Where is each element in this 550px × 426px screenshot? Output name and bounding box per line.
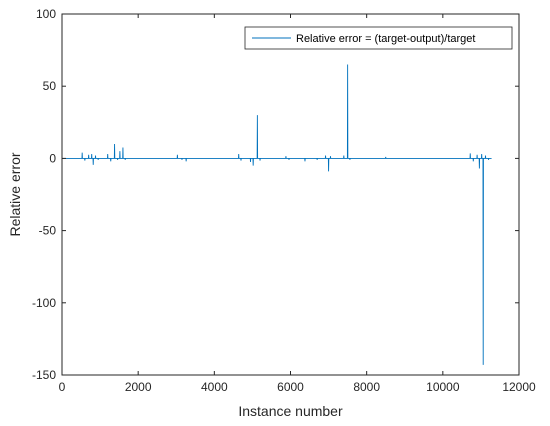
y-axis-label: Relative error — [7, 152, 23, 236]
y-tick-label: 100 — [36, 7, 56, 21]
series-line — [62, 64, 492, 365]
x-tick-label: 0 — [59, 380, 66, 394]
x-tick-label: 10000 — [426, 380, 460, 394]
y-tick-label: -100 — [32, 296, 56, 310]
legend: Relative error = (target-output)/target — [244, 26, 513, 50]
y-tick-label: 0 — [49, 151, 56, 165]
y-ticks: 100 50 0 -50 -100 -150 — [32, 7, 519, 382]
x-tick-label: 4000 — [201, 380, 228, 394]
x-tick-label: 8000 — [353, 380, 380, 394]
legend-box — [244, 26, 513, 50]
x-ticks: 0 2000 4000 6000 8000 10000 12000 — [59, 14, 536, 394]
x-tick-label: 12000 — [502, 380, 536, 394]
plot-area — [62, 14, 519, 375]
series-layer — [62, 64, 492, 365]
x-axis-label: Instance number — [238, 403, 343, 419]
legend-label: Relative error = (target-output)/target — [296, 33, 475, 45]
x-tick-label: 2000 — [125, 380, 152, 394]
y-tick-label: -150 — [32, 368, 56, 382]
y-tick-label: 50 — [43, 79, 57, 93]
x-tick-label: 6000 — [277, 380, 304, 394]
y-tick-label: -50 — [39, 224, 57, 238]
